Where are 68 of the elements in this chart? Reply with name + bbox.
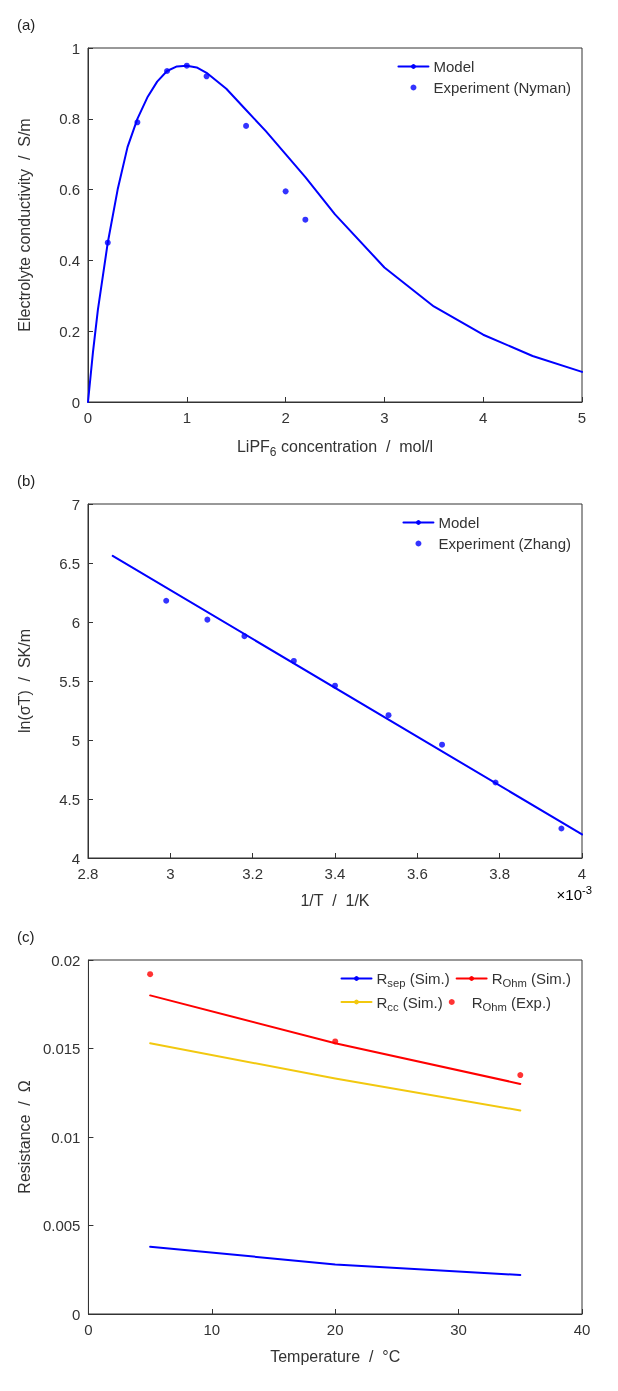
point bbox=[204, 616, 211, 623]
point bbox=[290, 657, 297, 664]
x-tick-label: 20 bbox=[326, 1321, 344, 1338]
y-axis-title: Resistance / Ω bbox=[15, 1080, 33, 1194]
y-tick-label: 0.8 bbox=[59, 110, 80, 128]
point bbox=[517, 1072, 524, 1079]
point bbox=[134, 119, 141, 126]
x-tick-label: 10 bbox=[203, 1321, 221, 1338]
y-tick-label: 1 bbox=[71, 39, 80, 57]
point bbox=[302, 216, 309, 223]
y-tick-label: 0.2 bbox=[59, 322, 80, 340]
x-tick-label: 5 bbox=[577, 409, 587, 426]
x-tick-label: 2 bbox=[281, 409, 290, 426]
x-axis-title: 1/T / 1/K bbox=[300, 891, 370, 909]
y-tick-label: 0.02 bbox=[51, 951, 81, 969]
y-tick-label: 7 bbox=[71, 495, 80, 513]
point bbox=[163, 597, 170, 604]
x-tick-label: 0 bbox=[84, 1321, 93, 1338]
y-tick-label: 0.005 bbox=[42, 1217, 81, 1234]
x-tick-label: 40 bbox=[573, 1321, 591, 1338]
point bbox=[203, 73, 210, 80]
y-tick-label: 0.01 bbox=[51, 1128, 81, 1146]
legend-label: Model bbox=[438, 514, 480, 531]
y-tick-label: 6.5 bbox=[59, 554, 80, 572]
point bbox=[439, 741, 446, 748]
legend-label: Model bbox=[433, 58, 475, 75]
point bbox=[332, 1038, 339, 1045]
x-tick-label: 4 bbox=[479, 409, 488, 426]
y-tick-label: 6 bbox=[71, 613, 80, 631]
y-tick-label: 0.6 bbox=[59, 181, 80, 199]
x-tick-label: 30 bbox=[450, 1321, 467, 1338]
x-tick-label: 3.2 bbox=[242, 865, 264, 882]
x-tick-label: 3.4 bbox=[324, 865, 346, 882]
x-tick-label: 3.8 bbox=[489, 865, 511, 882]
point bbox=[183, 62, 190, 69]
x-axis-title: Temperature / °C bbox=[270, 1347, 401, 1365]
y-tick-label: 5.5 bbox=[59, 672, 80, 690]
x-tick-label: 3 bbox=[380, 409, 389, 426]
point bbox=[104, 239, 111, 246]
point bbox=[243, 122, 250, 129]
point bbox=[147, 971, 154, 978]
y-tick-label: 4.5 bbox=[59, 790, 80, 808]
point bbox=[558, 825, 565, 832]
x-tick-label: 3.6 bbox=[406, 865, 428, 882]
y-tick-label: 5 bbox=[71, 731, 80, 749]
point bbox=[282, 188, 289, 195]
point bbox=[241, 633, 248, 640]
chart-title: (c) bbox=[17, 928, 35, 945]
y-tick-label: 0.015 bbox=[42, 1040, 81, 1057]
y-tick-label: 4 bbox=[71, 849, 80, 867]
x-tick-label: 4 bbox=[577, 865, 587, 882]
point bbox=[332, 682, 338, 689]
point bbox=[492, 779, 499, 786]
y-tick-label: 0.4 bbox=[59, 251, 80, 269]
legend-label: Experiment (Nyman) bbox=[433, 79, 572, 96]
x-tick-label: 3 bbox=[166, 865, 175, 882]
chart-title: (a) bbox=[17, 16, 36, 33]
chart-title: (b) bbox=[17, 472, 36, 489]
x-tick-label: 1 bbox=[182, 409, 191, 426]
point bbox=[385, 712, 392, 719]
y-tick-label: 0 bbox=[72, 1305, 81, 1323]
legend-label: Experiment (Zhang) bbox=[438, 535, 572, 552]
x-tick-label: 2.8 bbox=[77, 865, 99, 882]
y-axis-title: ln(σT) / SK/m bbox=[15, 628, 33, 734]
point bbox=[164, 68, 171, 75]
y-axis-title: Electrolyte conductivity / S/m bbox=[15, 118, 33, 332]
y-tick-label: 0 bbox=[71, 393, 80, 411]
x-tick-label: 0 bbox=[83, 409, 93, 426]
